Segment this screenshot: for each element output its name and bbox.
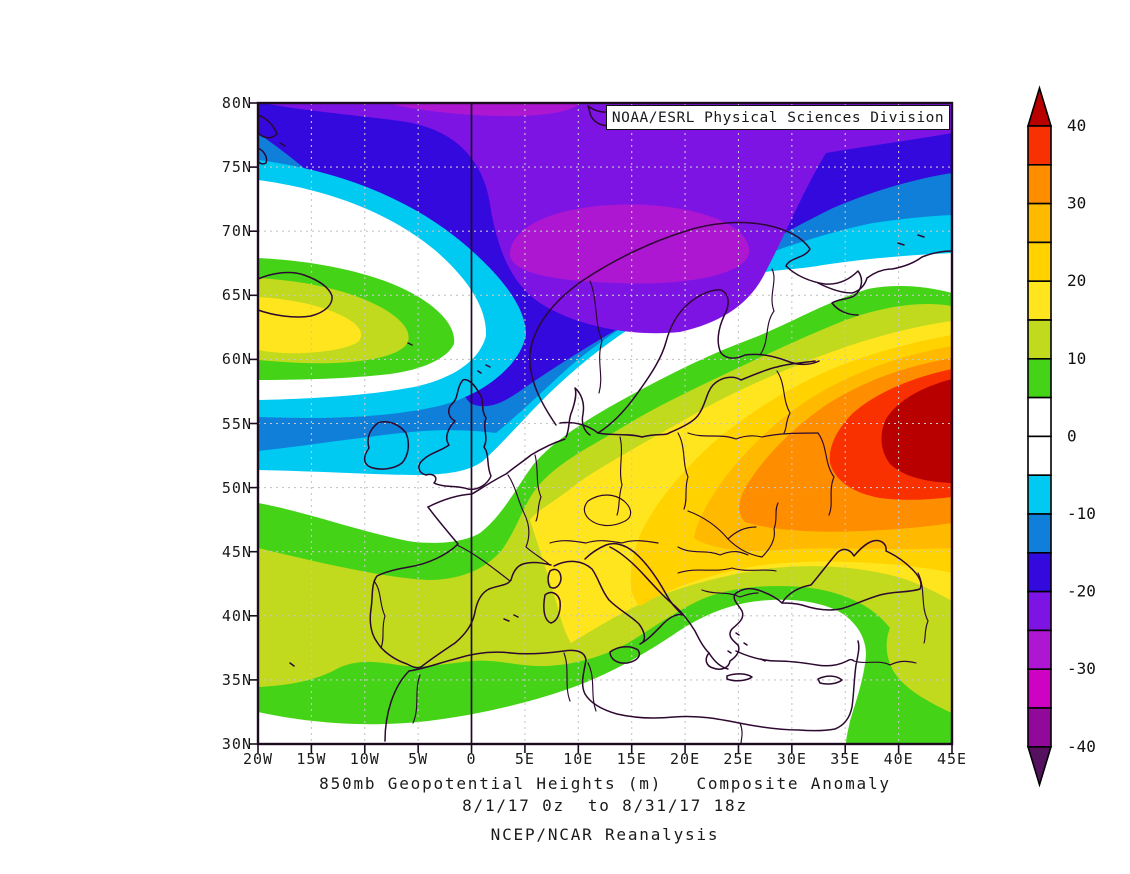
caption-title: 850mb Geopotential Heights (m) Composite…	[319, 774, 891, 793]
colorbar-segment	[1027, 513, 1052, 554]
caption-source: NCEP/NCAR Reanalysis	[490, 825, 720, 844]
colorbar-tick-label: 20	[1067, 271, 1086, 290]
colorbar-segment	[1027, 474, 1052, 515]
colorbar-segment	[1027, 707, 1052, 748]
colorbar-segment	[1027, 241, 1052, 282]
colorbar-tick-label: -20	[1067, 582, 1096, 601]
colorbar-arrow-top	[1026, 85, 1053, 127]
axis-ticks	[250, 102, 953, 753]
graticule	[258, 103, 952, 744]
lon-label: 30E	[776, 750, 807, 768]
lon-label: 10W	[349, 750, 380, 768]
lat-label: 50N	[221, 478, 252, 497]
lon-label: 25E	[723, 750, 754, 768]
lon-label: 5W	[408, 750, 429, 768]
lat-label: 65N	[221, 286, 252, 305]
caption-period: 8/1/17 0z to 8/31/17 18z	[462, 796, 748, 815]
country-borders	[373, 268, 929, 745]
map-canvas	[250, 101, 954, 753]
lon-label: 5E	[514, 750, 535, 768]
colorbar-segment	[1027, 280, 1052, 321]
lat-label: 40N	[221, 606, 252, 625]
colorbar-segment	[1027, 668, 1052, 709]
map-area: NOAA/ESRL Physical Sciences Division	[250, 101, 954, 753]
colorbar-tick-label: 30	[1067, 194, 1086, 213]
colorbar-tick-label: 10	[1067, 349, 1086, 368]
credit-text: NOAA/ESRL Physical Sciences Division	[611, 109, 945, 126]
lon-label: 20W	[242, 750, 274, 768]
lat-label: 35N	[221, 670, 252, 689]
colorbar-tick-label: 0	[1067, 426, 1077, 445]
colorbar-segment	[1027, 125, 1052, 166]
lat-label: 80N	[221, 94, 252, 112]
lon-label: 15E	[616, 750, 647, 768]
colorbar-tick-label: -40	[1067, 737, 1096, 756]
lon-label: 10E	[563, 750, 594, 768]
colorbar-arrow-bottom	[1026, 745, 1053, 788]
lon-label: 15W	[296, 750, 327, 768]
colorbar-segment	[1027, 396, 1052, 438]
lat-label: 30N	[221, 735, 252, 753]
lat-label: 55N	[221, 414, 252, 433]
credit-box: NOAA/ESRL Physical Sciences Division	[606, 105, 950, 130]
lon-label: 45E	[936, 750, 968, 768]
colorbar-segment	[1027, 590, 1052, 632]
colorbar-segment	[1027, 164, 1052, 205]
colorbar-segment	[1027, 551, 1052, 593]
coastlines	[257, 105, 953, 742]
map-frame	[256, 101, 954, 746]
colorbar-segment	[1027, 629, 1052, 671]
lat-label: 70N	[221, 222, 252, 241]
lon-label: 20E	[670, 750, 701, 768]
lat-label: 45N	[221, 542, 252, 561]
lon-label: 35E	[830, 750, 861, 768]
colorbar-segment	[1027, 357, 1052, 399]
colorbar-tick-label: -30	[1067, 659, 1096, 678]
colorbar-segment	[1027, 435, 1052, 476]
lat-label: 75N	[221, 158, 252, 177]
lat-label: 60N	[221, 350, 252, 369]
lon-label: 40E	[883, 750, 914, 768]
colorbar-tick-label: 40	[1067, 116, 1086, 135]
colorbar-segment	[1027, 202, 1052, 244]
colorbar-segment	[1027, 319, 1052, 360]
colorbar-tick-label: -10	[1067, 504, 1096, 523]
lon-label: 0	[466, 750, 477, 768]
colorbar: 40 30 20 10 0 -10 -20 -30 -40	[1026, 85, 1096, 788]
